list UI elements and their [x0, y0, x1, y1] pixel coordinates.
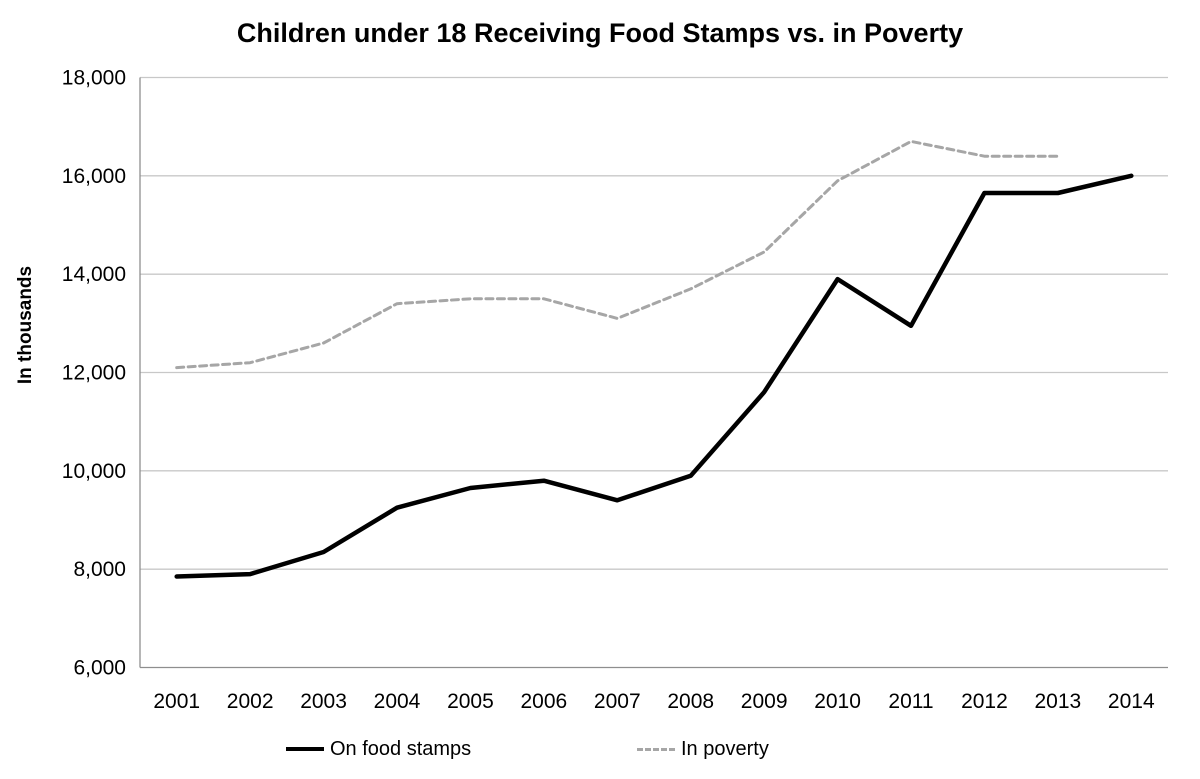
- x-tick-label: 2007: [594, 690, 641, 713]
- x-tick-label: 2004: [374, 690, 421, 713]
- x-tick-label: 2005: [447, 690, 494, 713]
- chart-title: Children under 18 Receiving Food Stamps …: [236, 18, 964, 48]
- y-tick-label: 16,000: [62, 165, 126, 188]
- x-tick-label: 2009: [741, 690, 788, 713]
- series-line-in-poverty: [175, 139, 1060, 370]
- y-tick-label: 6,000: [73, 657, 126, 680]
- y-tick-label: 10,000: [62, 460, 126, 483]
- x-tick-label: 2003: [300, 690, 347, 713]
- x-tick-label: 2011: [888, 690, 933, 713]
- legend-label-in-poverty: In poverty: [681, 737, 769, 760]
- y-tick-label: 14,000: [62, 263, 126, 286]
- legend-item-on-food-stamps: On food stamps: [286, 736, 471, 762]
- x-tick-label: 2001: [153, 690, 200, 713]
- dashed-line-swatch-icon: [637, 747, 675, 751]
- x-tick-label: 2002: [227, 690, 274, 713]
- y-tick-label: 8,000: [73, 558, 126, 581]
- x-tick-label: 2010: [814, 690, 861, 713]
- y-tick-label: 18,000: [62, 67, 126, 90]
- x-tick-label: 2014: [1108, 690, 1155, 713]
- legend-item-in-poverty: In poverty: [637, 736, 769, 762]
- series-line-on-food-stamps: [174, 173, 1134, 579]
- x-tick-label: 2006: [520, 690, 567, 713]
- solid-line-swatch-icon: [286, 747, 324, 751]
- x-tick-label: 2008: [667, 690, 714, 713]
- y-tick-label: 12,000: [62, 362, 126, 385]
- x-tick-label: 2013: [1034, 690, 1081, 713]
- x-tick-label: 2012: [961, 690, 1008, 713]
- legend: On food stamps In poverty: [0, 736, 1200, 766]
- legend-label-on-food-stamps: On food stamps: [330, 737, 472, 760]
